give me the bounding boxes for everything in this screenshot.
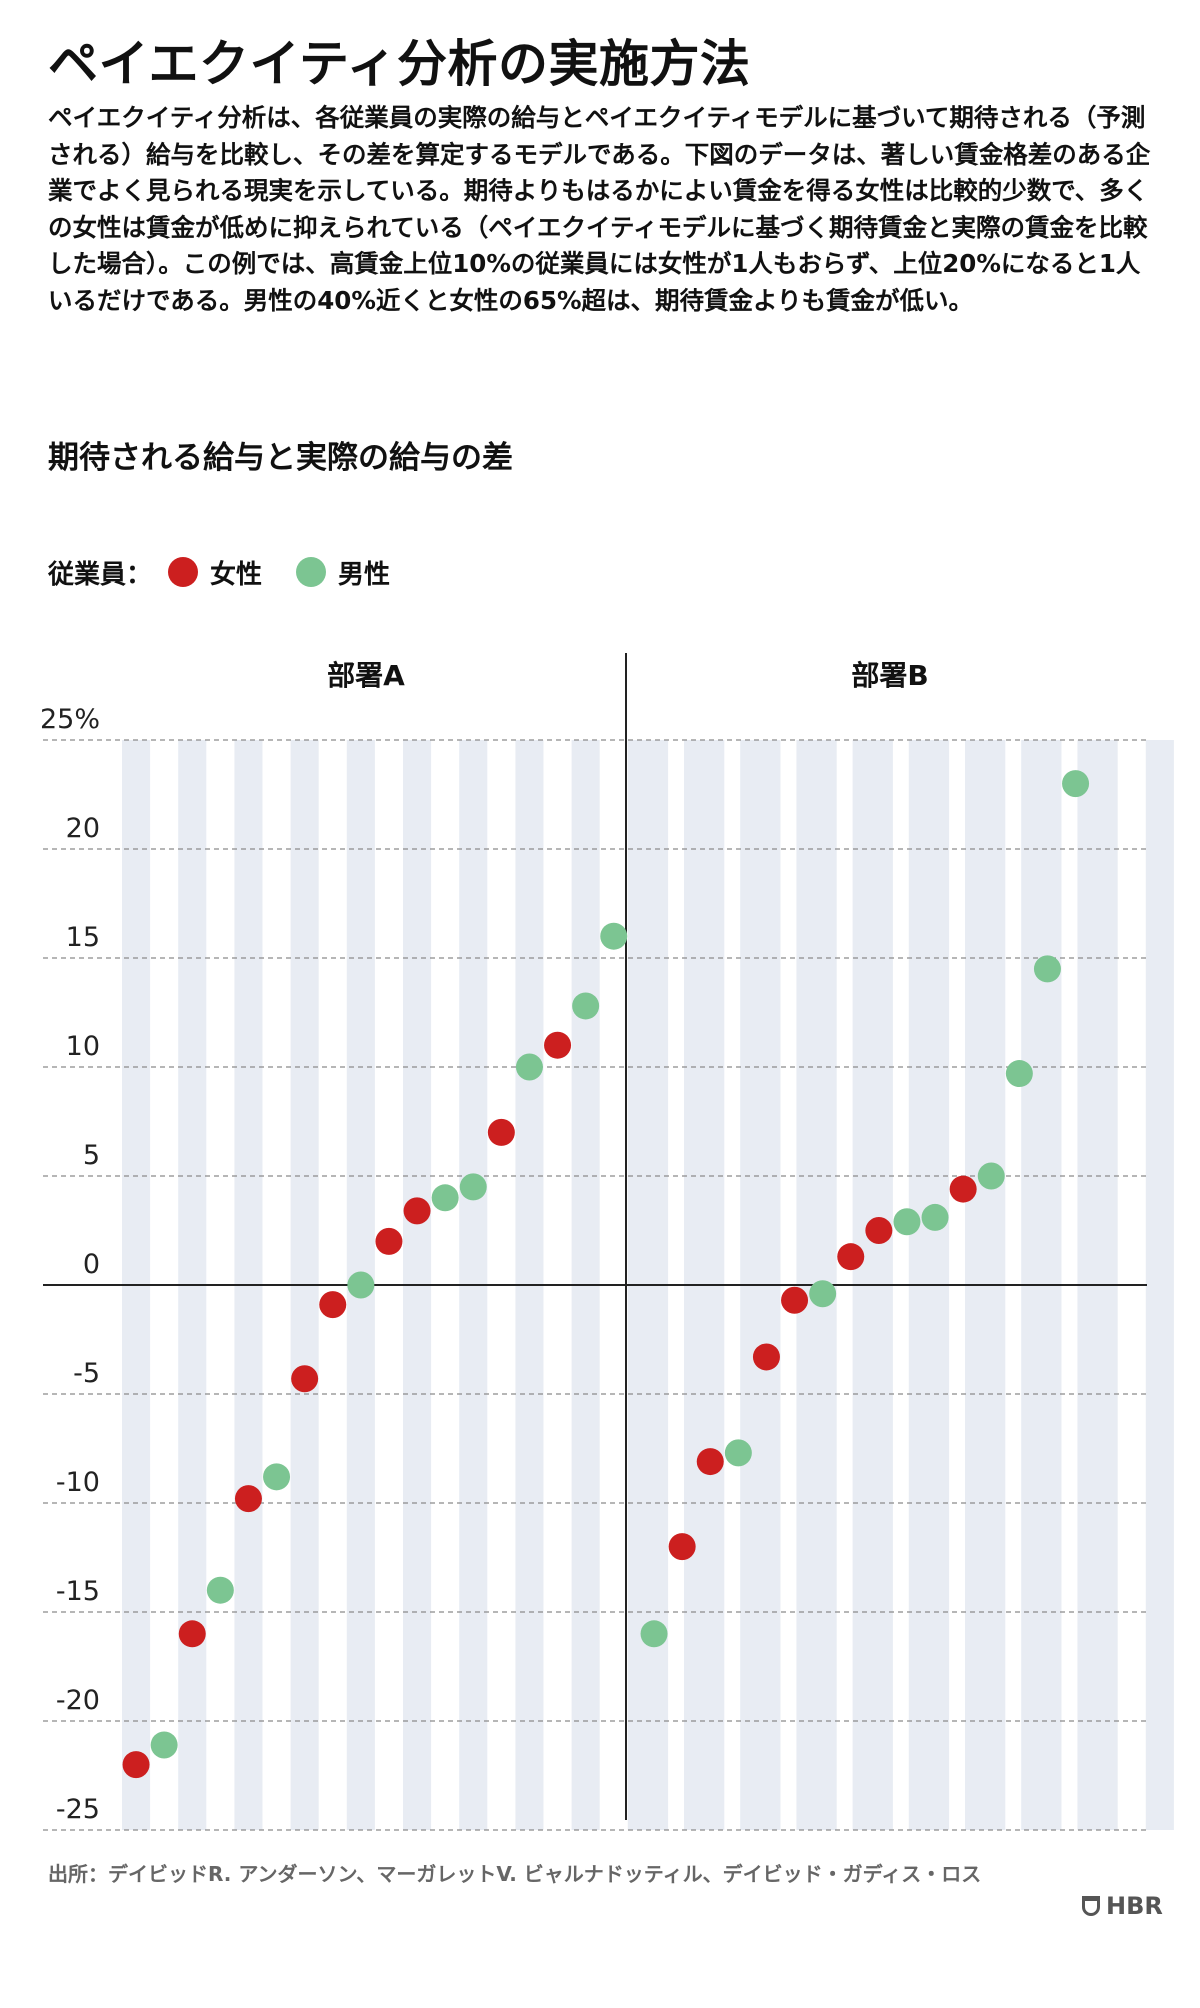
male-point [921, 1203, 949, 1231]
male-point [459, 1173, 487, 1201]
female-point [291, 1365, 319, 1393]
legend-female-label: 女性 [210, 559, 263, 590]
y-tick-label: -15 [56, 1576, 100, 1607]
female-point [837, 1243, 865, 1271]
female-point [403, 1197, 431, 1225]
female-point [319, 1291, 347, 1319]
female-point [696, 1448, 724, 1476]
male-point [206, 1576, 234, 1604]
male-point [572, 992, 600, 1020]
female-point [781, 1286, 809, 1314]
male-point [515, 1053, 543, 1081]
male-point [1062, 770, 1090, 798]
male-point [724, 1439, 752, 1467]
female-point [865, 1217, 893, 1244]
female-point [375, 1227, 403, 1255]
y-tick-label: 25% [40, 704, 100, 735]
y-tick-label: 10 [66, 1031, 100, 1062]
y-tick-label: -25 [56, 1794, 100, 1825]
y-tick-label: -20 [56, 1685, 100, 1716]
female-point [752, 1343, 780, 1371]
male-point [1005, 1060, 1033, 1088]
y-tick-label: 0 [83, 1249, 100, 1280]
male-point [893, 1208, 921, 1236]
female-point [487, 1118, 515, 1146]
description-text: ペイエクイティ分析は、各従業員の実際の給与とペイエクイティモデルに基づいて期待さ… [48, 103, 1151, 315]
male-point [640, 1620, 668, 1648]
male-point [431, 1184, 459, 1212]
hbr-logo: HBR [1082, 1892, 1163, 1920]
page-title: ペイエクイティ分析の実施方法 [48, 35, 751, 93]
female-point [234, 1485, 262, 1513]
source-note: 出所：デイビッドR. アンダーソン、マーガレットV. ビャルナドッティル、デイビ… [48, 1862, 982, 1886]
hbr-logo-text: HBR [1106, 1892, 1163, 1920]
legend: 従業員： 女性 男性 [48, 552, 424, 592]
female-point [178, 1620, 206, 1648]
female-point [544, 1031, 572, 1059]
male-point [1033, 955, 1061, 983]
legend-male-label: 男性 [338, 559, 391, 590]
male-point [809, 1280, 837, 1308]
female-point [668, 1533, 696, 1561]
employee-stripe [1145, 740, 1174, 1830]
y-tick-label: 5 [83, 1140, 100, 1171]
y-tick-label: 20 [66, 813, 100, 844]
male-point [150, 1731, 178, 1759]
panel-label: 部署A [327, 659, 405, 692]
panel-label: 部署B [851, 659, 928, 692]
y-tick-label: -5 [73, 1358, 100, 1389]
male-point [977, 1162, 1005, 1190]
legend-male-dot [296, 557, 327, 587]
y-tick-label: -10 [56, 1467, 100, 1498]
scatter-chart: 25% 20 15 10 5 0 -5 -10 -15 -20 -25 部署A 部署B [40, 653, 1174, 1831]
hbr-shield-icon [1082, 1896, 1100, 1916]
male-point [347, 1271, 375, 1299]
male-point [600, 922, 628, 950]
chart-title: 期待される給与と実際の給与の差 [48, 440, 513, 476]
legend-label: 従業員： [48, 559, 153, 590]
female-point [122, 1751, 150, 1779]
female-point [949, 1175, 977, 1203]
male-point [263, 1463, 291, 1491]
legend-female-dot [168, 557, 199, 587]
y-tick-label: 15 [66, 922, 100, 953]
